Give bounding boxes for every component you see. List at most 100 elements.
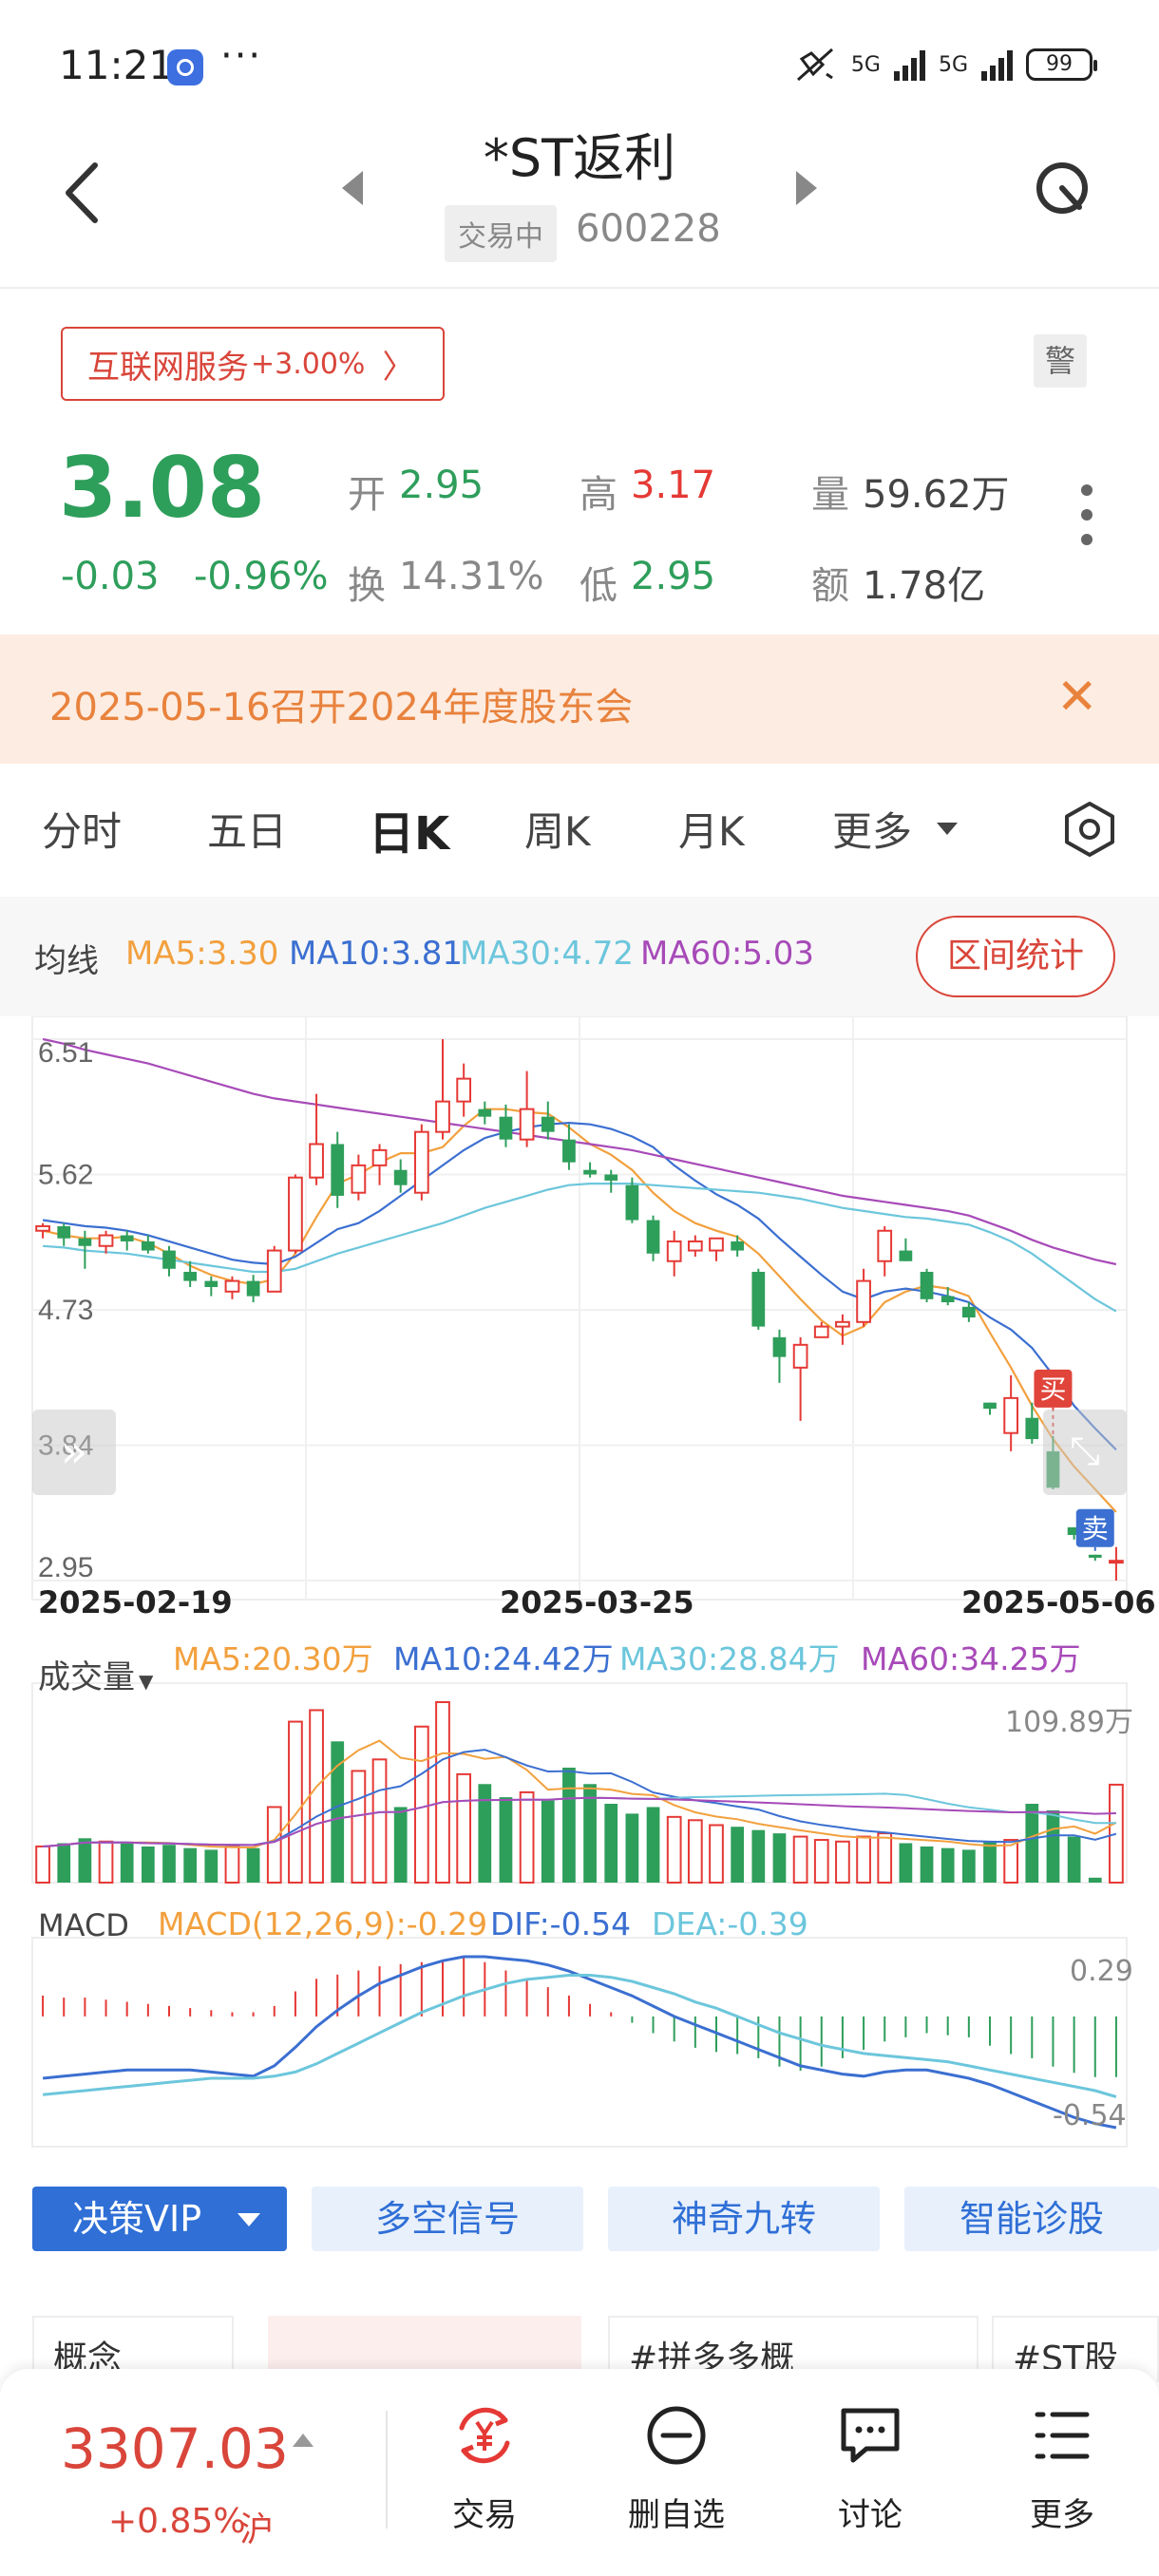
date-start: 2025-02-19	[38, 1584, 233, 1620]
trade-nav-button[interactable]: 交易	[418, 2399, 551, 2551]
ma30-value: MA30:4.72	[460, 935, 635, 973]
macd-grid	[31, 1937, 1128, 2148]
turnover-label: 换	[348, 564, 386, 608]
volume-bar	[856, 1835, 871, 1884]
macd-bars	[42, 1958, 1117, 2077]
more-vertical-icon[interactable]	[1081, 484, 1094, 553]
more-nav-button[interactable]: 更多	[996, 2399, 1129, 2551]
candle-body	[1109, 1560, 1124, 1564]
volume-bar	[1025, 1804, 1039, 1883]
candle-body	[940, 1296, 955, 1302]
back-arrow-icon[interactable]	[59, 160, 106, 226]
candle	[583, 1162, 597, 1178]
stock-chart[interactable]: 6.515.624.733.842.95 买卖	[0, 1016, 1159, 2156]
long-short-signal-button[interactable]: 多空信号	[312, 2187, 583, 2251]
candle	[162, 1245, 176, 1277]
kline-y-ticks: 6.515.624.733.842.95	[38, 1037, 93, 1583]
next-stock-arrow-icon[interactable]	[796, 171, 817, 205]
collapse-chart-button[interactable]: ⤡	[1043, 1410, 1127, 1495]
trade-status-badge: 交易中	[445, 205, 557, 262]
tab-five-day[interactable]: 五日	[207, 808, 288, 855]
volume-bar	[709, 1824, 724, 1884]
kline-ma-lines	[42, 1037, 1117, 1513]
expand-chart-button[interactable]: »	[32, 1410, 116, 1495]
candle-body	[772, 1336, 787, 1357]
index-change: +0.85%	[108, 2502, 246, 2541]
candle-body	[246, 1280, 260, 1297]
tab-month-k[interactable]: 月K	[678, 808, 745, 855]
close-icon[interactable]: ✕	[1056, 669, 1098, 726]
volume-bar	[792, 1835, 808, 1884]
chart-settings-icon[interactable]	[1060, 800, 1119, 859]
volume-bar	[920, 1846, 934, 1883]
volume-bar	[1088, 1877, 1102, 1883]
candle	[899, 1238, 913, 1261]
candle	[435, 1039, 450, 1140]
candle-body	[877, 1229, 893, 1262]
vol-ma30: MA30:28.84万	[619, 1640, 840, 1677]
magic-nine-button[interactable]: 神奇九转	[608, 2187, 880, 2251]
signal-5g-label-2: 5G	[938, 52, 968, 77]
current-price: 3.08	[59, 439, 266, 537]
candle-body	[687, 1240, 703, 1252]
volume-title[interactable]: 成交量 ▼	[38, 1651, 153, 1697]
prev-stock-arrow-icon[interactable]	[342, 171, 363, 205]
candle-body	[478, 1108, 492, 1117]
candle-body	[961, 1306, 976, 1318]
candle	[331, 1131, 345, 1208]
candle-body	[499, 1116, 513, 1140]
volume-bar	[78, 1838, 92, 1883]
candle	[78, 1230, 92, 1269]
high-value: 3.17	[631, 464, 716, 507]
candle-body	[856, 1279, 871, 1323]
candle	[877, 1225, 893, 1277]
candle	[456, 1063, 472, 1117]
battery-icon: 99	[1026, 48, 1097, 81]
range-statistics-button[interactable]: 区间统计	[916, 916, 1115, 997]
volume-bar	[813, 1839, 829, 1885]
tab-day-k[interactable]: 日K	[369, 807, 450, 861]
candle-body	[835, 1320, 850, 1328]
tab-fenshi[interactable]: 分时	[42, 808, 123, 855]
tab-week-k[interactable]: 周K	[524, 808, 591, 855]
volume-label: 量	[811, 473, 849, 517]
ma-label: 均线	[34, 942, 99, 980]
vol-ma10: MA10:24.42万	[393, 1640, 614, 1677]
candle	[666, 1230, 682, 1277]
macd-dea-line	[42, 1974, 1117, 2098]
warning-badge[interactable]: 警	[1034, 334, 1087, 388]
volume-bar	[351, 1770, 367, 1884]
ma10-line	[42, 1121, 1117, 1451]
macd-bottom-label: -0.54	[1053, 2099, 1127, 2132]
candle-body	[204, 1280, 218, 1287]
decision-vip-button[interactable]: 决策VIP	[32, 2187, 287, 2251]
discuss-button[interactable]: 讨论	[804, 2399, 937, 2551]
remove-watchlist-button[interactable]: 删自选	[610, 2399, 743, 2551]
candle-body	[899, 1250, 913, 1261]
volume-ma60-line	[43, 1796, 1116, 1847]
candle-body	[541, 1116, 555, 1132]
candle	[772, 1329, 787, 1383]
candle-body	[371, 1148, 388, 1166]
candle-body	[288, 1176, 303, 1252]
list-menu-icon	[1035, 2412, 1090, 2459]
candle-body	[456, 1077, 472, 1103]
macd-lines	[42, 1955, 1117, 2130]
candle-body	[792, 1343, 808, 1369]
status-time: 11:21	[59, 42, 175, 88]
caret-down-icon	[937, 823, 958, 835]
tab-more[interactable]: 更多	[832, 808, 913, 855]
sector-tag[interactable]: 互联网服务 +3.00% 〉	[61, 327, 445, 401]
volume-bar	[646, 1807, 660, 1883]
candle	[541, 1101, 555, 1140]
notice-banner[interactable]: 2025-05-16召开2024年度股东会 ✕	[0, 635, 1159, 764]
candle	[120, 1230, 134, 1251]
candle	[604, 1169, 618, 1193]
smart-diagnosis-button[interactable]: 智能诊股	[904, 2187, 1159, 2251]
search-icon[interactable]	[1034, 160, 1096, 222]
status-indicators: 5G 5G 99	[794, 44, 1097, 85]
macd-title[interactable]: MACD	[38, 1907, 129, 1943]
candle-body	[393, 1169, 408, 1185]
candle	[351, 1154, 367, 1201]
candle	[371, 1144, 388, 1185]
